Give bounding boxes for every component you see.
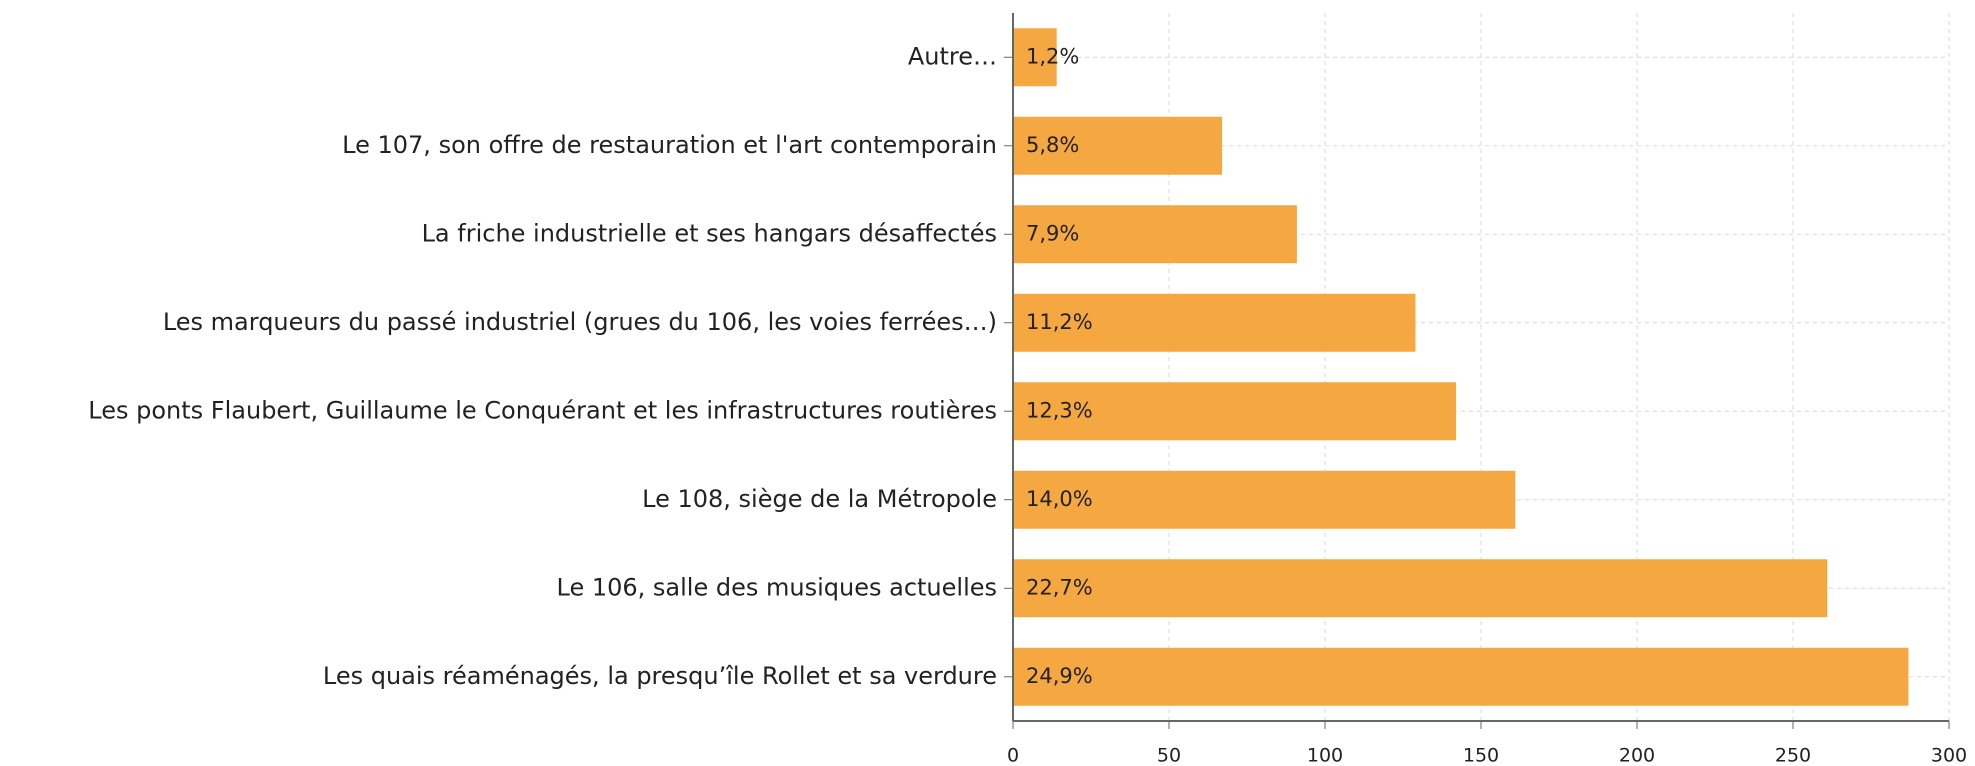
bar — [1013, 116, 1223, 175]
y-tick-label: La friche industrielle et ses hangars dé… — [422, 219, 997, 247]
x-tick-label: 300 — [1931, 745, 1967, 766]
x-tick-label: 250 — [1775, 745, 1811, 766]
x-tick-label: 150 — [1463, 745, 1499, 766]
y-tick-label: Autre… — [908, 42, 997, 70]
y-tick-label: Les ponts Flaubert, Guillaume le Conquér… — [88, 396, 997, 424]
x-tick-label: 50 — [1157, 745, 1181, 766]
bar — [1013, 293, 1416, 352]
value-label: 14,0% — [1026, 487, 1093, 511]
bar — [1013, 382, 1457, 441]
bar — [1013, 470, 1516, 529]
y-tick-label: Le 107, son offre de restauration et l'a… — [342, 131, 997, 159]
x-tick-label: 100 — [1307, 745, 1343, 766]
bar — [1013, 28, 1057, 87]
value-label: 12,3% — [1026, 398, 1093, 422]
value-label: 11,2% — [1026, 310, 1093, 334]
x-tick-label: 0 — [1007, 745, 1019, 766]
y-tick-label: Les marqueurs du passé industriel (grues… — [163, 308, 997, 336]
bar — [1013, 559, 1828, 618]
y-tick-label: Les quais réaménagés, la presqu’île Roll… — [323, 662, 997, 690]
bar — [1013, 205, 1297, 264]
bar — [1013, 647, 1909, 706]
value-label: 1,2% — [1026, 44, 1079, 68]
value-label: 22,7% — [1026, 575, 1093, 599]
x-tick-label: 200 — [1619, 745, 1655, 766]
y-tick-label: Le 108, siège de la Métropole — [642, 485, 997, 513]
value-label: 7,9% — [1026, 221, 1079, 245]
value-label: 5,8% — [1026, 133, 1079, 157]
value-label: 24,9% — [1026, 664, 1093, 688]
y-tick-label: Le 106, salle des musiques actuelles — [557, 573, 997, 601]
